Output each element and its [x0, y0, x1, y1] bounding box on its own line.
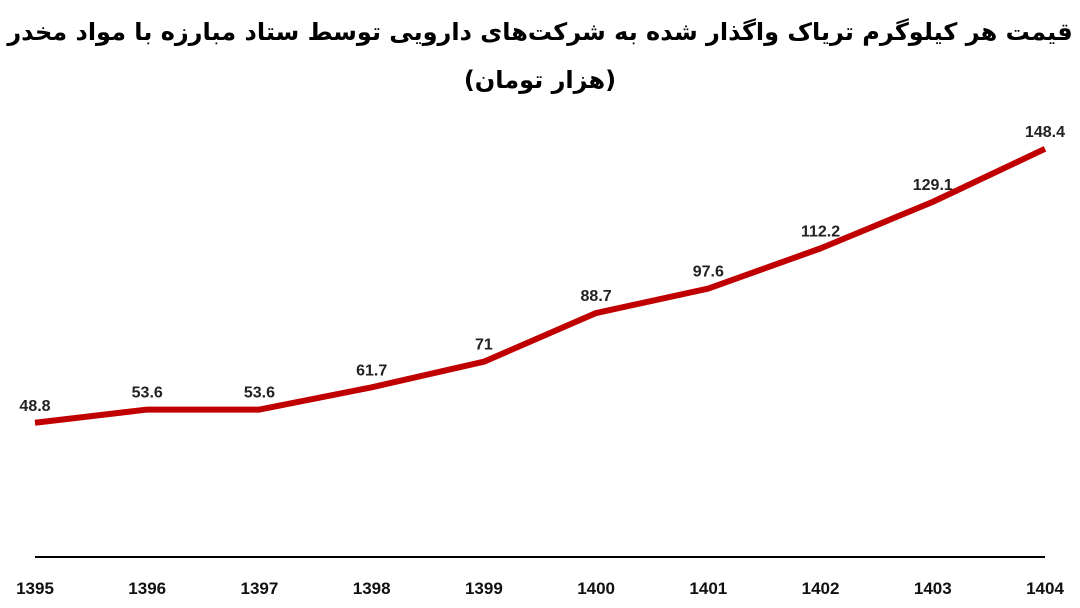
chart-subtitle: (هزار تومان)	[463, 66, 617, 94]
data-label: 148.4	[1025, 124, 1065, 141]
x-tick-label: 1400	[577, 579, 615, 598]
data-label: 53.6	[132, 385, 163, 402]
series-line	[34, 146, 1047, 426]
x-tick-label: 1402	[802, 579, 840, 598]
data-label: 88.7	[581, 288, 612, 305]
x-tick-label: 1399	[465, 579, 503, 598]
data-label: 97.6	[693, 264, 724, 281]
data-label: 71	[475, 337, 493, 354]
x-tick-label: 1397	[241, 579, 279, 598]
data-label: 61.7	[356, 362, 387, 379]
x-tick-label: 1398	[353, 579, 391, 598]
x-tick-label: 1395	[16, 579, 54, 598]
x-tick-label: 1403	[914, 579, 952, 598]
data-label: 129.1	[913, 177, 953, 194]
data-label: 53.6	[244, 385, 275, 402]
x-tick-label: 1396	[128, 579, 166, 598]
chart-title: قیمت هر کیلوگرم تریاک واگذار شده به شرکت…	[7, 18, 1073, 46]
x-tick-label: 1401	[689, 579, 727, 598]
data-label: 112.2	[801, 223, 840, 240]
x-tick-label: 1404	[1026, 579, 1064, 598]
data-label: 48.8	[19, 398, 50, 415]
